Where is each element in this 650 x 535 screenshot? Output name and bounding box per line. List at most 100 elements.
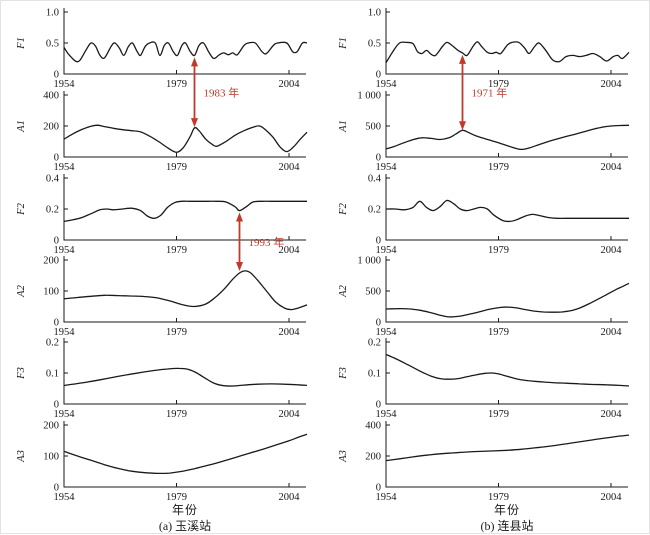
series-a-a1 <box>63 124 308 153</box>
y-tick-label: 0 <box>376 483 381 494</box>
y-tick-label: 0 <box>54 318 59 329</box>
y-axis-label-f1: F1 <box>338 37 349 50</box>
y-tick-label: 1.0 <box>46 8 59 19</box>
y-tick-label: 100 <box>43 287 59 298</box>
x-tick-label: 1954 <box>54 327 76 338</box>
annotation-label: 1993 年 <box>249 235 285 249</box>
axis-lines <box>385 8 628 75</box>
x-tick-label: 1954 <box>376 245 398 256</box>
x-tick-label: 2004 <box>279 327 301 338</box>
y-tick-label: 0 <box>54 483 59 494</box>
series-b-a1 <box>385 124 630 151</box>
y-tick-label: 1 000 <box>357 91 381 102</box>
station-caption-a: (a) 玉溪站 <box>158 519 212 533</box>
series-a-f1 <box>63 41 308 63</box>
x-tick-label: 1954 <box>376 79 398 90</box>
x-axis-label-a: 年份 <box>171 503 199 517</box>
x-tick-label: 1979 <box>166 245 187 256</box>
axis-lines <box>63 256 306 323</box>
panel-b-a2: 0 500 1 000 1954 1979 2004 A2 <box>338 256 630 338</box>
x-tick-label: 2004 <box>279 162 301 173</box>
x-axis-label-b: 年份 <box>493 503 521 517</box>
panel-b-a1: 0 500 1 000 1954 1979 2004 A1 <box>338 91 630 173</box>
panel-a-f3: 0 0.1 0.2 1954 1979 2004 F3 <box>16 338 308 420</box>
x-tick-label: 1954 <box>54 409 76 420</box>
y-axis-label-f2: F2 <box>16 202 27 215</box>
y-tick-label: 0.2 <box>368 338 381 349</box>
x-tick-label: 2004 <box>601 79 623 90</box>
y-tick-label: 200 <box>43 421 59 432</box>
series-a-f2 <box>63 200 307 223</box>
annotation-1993: 1993 年 <box>236 212 285 272</box>
y-tick-label: 0.2 <box>46 338 59 349</box>
x-tick-label: 1979 <box>488 409 509 420</box>
axis-lines <box>63 8 306 75</box>
x-tick-label: 2004 <box>279 492 301 503</box>
x-tick-label: 1954 <box>54 492 76 503</box>
y-tick-label: 0 <box>54 400 59 411</box>
x-tick-label: 1954 <box>54 245 76 256</box>
axis-lines <box>63 338 306 405</box>
x-tick-label: 1979 <box>488 245 509 256</box>
x-tick-label: 1954 <box>54 79 76 90</box>
annotation-1971: 1971 年 <box>459 54 507 131</box>
y-axis-label-a1: A1 <box>338 120 349 133</box>
station-caption-b: (b) 连县站 <box>480 519 534 533</box>
panel-a-a3: 0 100 200 1954 1979 2004 A3 <box>16 421 308 503</box>
y-tick-label: 0.1 <box>368 369 381 380</box>
y-tick-label: 0.4 <box>368 174 382 185</box>
x-tick-label: 1954 <box>376 162 398 173</box>
panel-a-a2: 0 100 200 1954 1979 2004 A2 <box>16 256 308 338</box>
y-tick-label: 0 <box>54 236 59 247</box>
arrow-down-icon <box>236 262 243 272</box>
x-tick-label: 1979 <box>488 327 509 338</box>
x-tick-label: 2004 <box>601 492 623 503</box>
y-tick-label: 0.1 <box>46 369 59 380</box>
y-axis-label-f3: F3 <box>16 367 27 380</box>
x-tick-label: 2004 <box>279 409 301 420</box>
y-tick-label: 1.0 <box>368 8 381 19</box>
x-tick-label: 1954 <box>376 492 398 503</box>
y-tick-label: 200 <box>43 122 59 133</box>
y-tick-label: 0.2 <box>46 205 59 216</box>
arrow-up-icon <box>459 54 466 64</box>
series-a-f3 <box>63 367 308 387</box>
y-tick-label: 0 <box>376 153 381 164</box>
annotation-1983: 1983 年 <box>191 57 240 128</box>
x-tick-label: 2004 <box>279 79 301 90</box>
arrow-up-icon <box>236 212 243 222</box>
x-tick-label: 1954 <box>54 162 76 173</box>
y-tick-label: 0.5 <box>368 39 381 50</box>
y-axis-label-f2: F2 <box>338 202 349 215</box>
axis-lines <box>63 421 306 488</box>
series-a-a3 <box>63 433 308 475</box>
y-tick-label: 400 <box>43 91 59 102</box>
axis-lines <box>63 91 306 158</box>
y-tick-label: 0.5 <box>46 39 59 50</box>
annotation-label: 1983 年 <box>204 85 240 99</box>
y-tick-label: 0 <box>54 153 59 164</box>
y-tick-label: 500 <box>365 122 381 133</box>
x-tick-label: 2004 <box>279 245 301 256</box>
axis-lines <box>385 256 628 323</box>
x-tick-label: 1979 <box>488 79 509 90</box>
x-tick-label: 1979 <box>166 409 187 420</box>
y-tick-label: 100 <box>43 452 59 463</box>
y-tick-label: 0 <box>376 70 381 81</box>
y-tick-label: 0 <box>54 70 59 81</box>
series-b-a3 <box>385 434 630 462</box>
y-tick-label: 400 <box>365 421 381 432</box>
panel-a-f1: 0 0.5 1.0 1954 1979 2004 F1 <box>16 8 308 90</box>
axis-lines <box>385 174 628 241</box>
y-tick-label: 200 <box>365 452 381 463</box>
y-tick-label: 500 <box>365 287 381 298</box>
y-axis-label-f3: F3 <box>338 367 349 380</box>
x-tick-label: 2004 <box>601 409 623 420</box>
axis-lines <box>385 91 628 158</box>
panel-b-f2: 0 0.2 0.4 1954 1979 2004 F2 <box>338 174 629 256</box>
y-tick-label: 0 <box>376 236 381 247</box>
arrow-down-icon <box>191 118 198 128</box>
x-tick-label: 2004 <box>601 162 623 173</box>
